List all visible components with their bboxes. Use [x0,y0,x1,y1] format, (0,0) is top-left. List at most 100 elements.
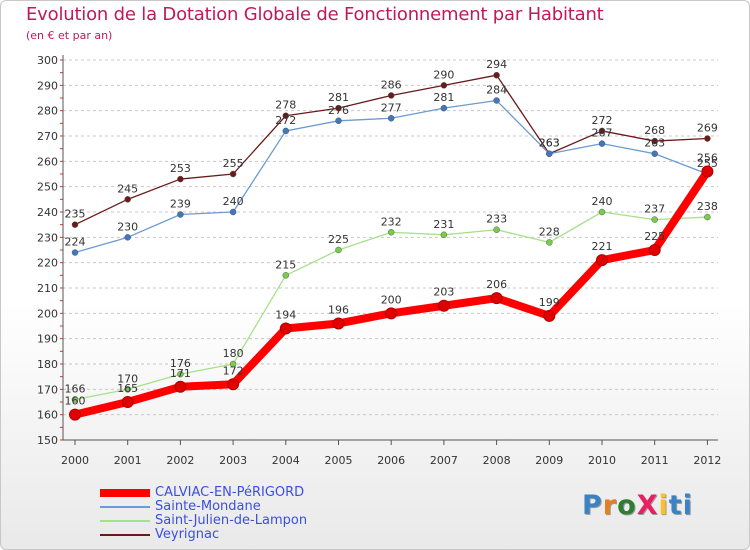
legend-label: CALVIAC-EN-PéRIGORD [155,485,305,500]
y-tick-label: 210 [37,282,58,295]
data-point [332,317,345,330]
legend-label: Saint-Julien-de-Lampon [155,513,308,528]
data-point [71,221,79,228]
chart-title: Evolution de la Dotation Globale de Fonc… [26,4,604,25]
x-tick-label: 2011 [641,454,669,467]
data-label: 224 [65,236,86,249]
data-label: 215 [275,258,296,271]
data-label: 233 [486,213,507,226]
logo-letter: X [636,490,659,521]
x-tick-label: 2012 [693,454,721,467]
x-tick-label: 2003 [219,454,247,467]
y-tick-label: 230 [37,231,58,244]
data-point [387,229,395,236]
data-label: 272 [275,114,296,127]
data-label: 263 [644,137,665,150]
y-tick-label: 290 [37,79,58,92]
y-tick-label: 150 [37,434,58,447]
data-label: 199 [539,296,560,309]
data-label: 203 [433,286,454,299]
data-point [648,244,661,256]
data-label: 286 [381,78,402,91]
data-label: 171 [170,367,191,380]
x-tick-label: 2008 [483,454,511,467]
data-point [69,408,81,421]
data-label: 166 [65,382,86,395]
data-label: 172 [223,364,244,377]
data-label: 240 [223,195,244,208]
data-label: 231 [433,218,454,231]
chart-subtitle: (en € et par an) [26,29,113,42]
data-label: 256 [697,151,718,164]
y-tick-label: 220 [37,257,58,270]
data-point [335,117,342,125]
data-point [440,231,448,239]
legend-swatch [100,489,150,497]
data-label: 267 [592,127,613,140]
data-label: 245 [117,182,138,195]
data-label: 240 [592,195,613,208]
data-label: 232 [381,215,402,228]
data-point [437,299,450,312]
data-point [121,396,134,408]
legend-swatch [100,534,150,536]
data-point [177,370,184,378]
y-tick-label: 260 [37,155,58,168]
y-tick-label: 300 [37,54,58,67]
data-point [282,127,290,135]
data-point [651,150,658,157]
logo-letter: o [617,490,637,521]
data-point [227,378,240,391]
data-label: 255 [223,157,244,170]
data-point [335,246,342,254]
data-point [124,234,131,241]
x-tick-label: 2007 [430,454,458,467]
logo-letter: P [582,490,603,521]
legend-label: Sainte-Mondane [155,499,261,514]
data-point [282,272,290,279]
data-point [543,309,556,322]
data-label: 269 [697,122,718,135]
data-point [440,82,448,89]
data-label: 281 [433,91,454,104]
data-point [229,170,237,178]
data-label: 281 [328,91,349,104]
legend-swatch [100,506,150,508]
data-label: 180 [223,347,244,360]
data-label: 237 [644,203,665,216]
data-point [704,135,711,142]
data-label: 278 [275,99,296,112]
x-tick-label: 2009 [535,454,563,467]
data-point [71,396,79,403]
x-tick-label: 2001 [114,454,142,467]
x-tick-label: 2002 [166,454,194,467]
y-tick-label: 240 [37,206,58,219]
data-label: 230 [117,220,138,233]
data-point [651,216,658,223]
data-point [598,208,606,216]
x-tick-label: 2004 [272,454,300,467]
data-label: 263 [539,137,560,150]
data-label: 255 [697,157,718,170]
data-label: 170 [117,372,138,385]
data-label: 176 [170,357,191,370]
data-point [598,127,606,135]
y-tick-label: 280 [37,105,58,118]
data-point [651,137,658,145]
data-label: 253 [170,162,191,175]
data-point [493,71,500,79]
data-point [701,165,714,178]
data-label: 200 [381,293,402,306]
data-point [387,92,395,99]
data-point [282,112,290,119]
data-point [546,239,553,246]
data-point [704,213,711,221]
y-tick-label: 250 [37,181,58,194]
data-label: 206 [486,278,507,291]
data-label: 228 [539,225,560,238]
legend-swatch [100,520,150,522]
data-point [71,249,79,256]
data-label: 225 [644,230,665,243]
y-tick-label: 190 [37,333,58,346]
